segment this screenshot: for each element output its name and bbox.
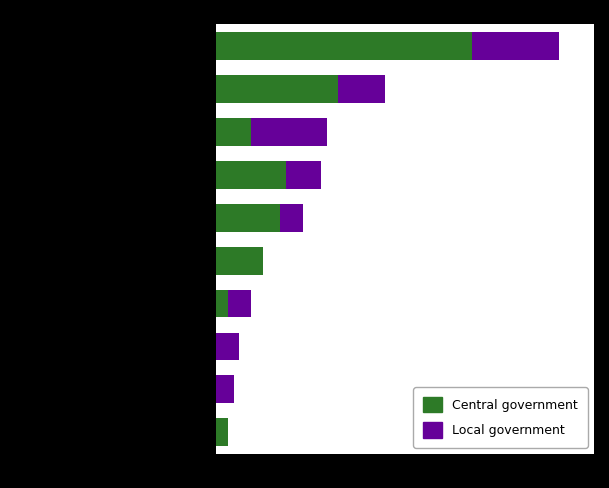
Bar [216, 118, 251, 146]
Bar [251, 118, 326, 146]
Legend: Central government, Local government: Central government, Local government [413, 387, 588, 447]
Bar [216, 161, 286, 189]
Bar [280, 203, 303, 232]
Bar [338, 75, 385, 103]
Bar [216, 289, 228, 318]
Bar [216, 246, 262, 275]
Bar [472, 32, 559, 60]
Bar [216, 32, 472, 60]
Bar [216, 332, 239, 361]
Bar [286, 161, 321, 189]
Bar [216, 418, 228, 447]
Bar [216, 203, 280, 232]
Bar [228, 289, 251, 318]
Bar [216, 375, 234, 404]
Bar [216, 75, 338, 103]
